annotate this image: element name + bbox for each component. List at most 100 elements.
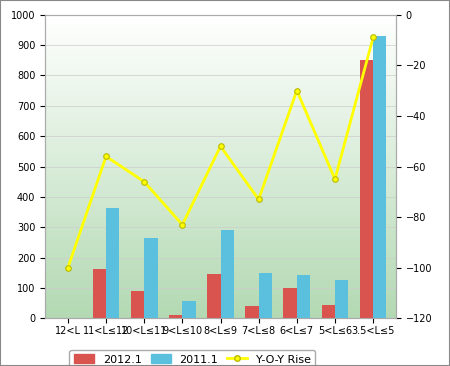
Bar [45,180,396,182]
Bar [45,273,396,274]
Bar [220,230,234,318]
Bar [45,24,396,25]
Bar [45,284,396,285]
Bar [45,121,396,123]
Bar [45,315,396,317]
Bar [45,128,396,130]
Bar [45,83,396,85]
Bar [45,15,396,16]
Bar [45,206,396,208]
Bar [45,218,396,220]
Bar [45,19,396,21]
Bar [45,311,396,312]
Bar [45,115,396,116]
Bar [45,174,396,176]
Bar [45,264,396,265]
Bar [45,127,396,128]
Bar [45,173,396,174]
Bar [45,45,396,46]
Bar [45,185,396,186]
Bar [45,262,396,264]
Bar [45,156,396,157]
Bar [45,27,396,28]
Bar [45,200,396,201]
Bar [45,154,396,156]
Bar [45,30,396,31]
Bar [45,100,396,101]
Bar [45,236,396,238]
Bar [45,305,396,306]
Bar [45,152,396,153]
Bar [45,179,396,180]
Bar [45,246,396,247]
Bar [45,97,396,98]
Bar [45,290,396,291]
Bar [259,273,272,318]
Bar [45,194,396,195]
Bar [45,224,396,226]
Bar [45,169,396,171]
Bar [45,95,396,97]
Bar [45,159,396,160]
Bar [45,16,396,18]
Bar [45,244,396,246]
Bar [45,80,396,82]
Bar [45,31,396,33]
Bar [45,221,396,223]
Bar [297,275,310,318]
Bar [45,261,396,262]
Bar [45,193,396,194]
Bar [45,287,396,288]
Bar [45,56,396,57]
Bar [45,223,396,224]
Bar [45,49,396,51]
Bar [45,66,396,68]
Bar [45,74,396,75]
Bar [45,299,396,300]
Bar [45,220,396,221]
Bar [45,130,396,132]
Bar [45,277,396,279]
Bar [45,160,396,162]
Bar [45,300,396,302]
Bar [93,269,106,318]
Bar [45,157,396,159]
Bar [45,123,396,124]
Bar [45,238,396,239]
Bar [45,171,396,173]
Bar [45,150,396,151]
Bar [45,203,396,205]
Bar [45,69,396,71]
Bar [45,112,396,113]
Bar [45,90,396,92]
Bar [45,168,396,169]
Bar [45,167,396,168]
Bar [45,265,396,267]
Bar [207,274,220,318]
Bar [45,124,396,126]
Bar [45,195,396,197]
Bar [45,82,396,83]
Bar [45,239,396,241]
Bar [45,162,396,164]
Bar [45,92,396,94]
Bar [45,249,396,250]
Bar [45,65,396,66]
Bar [45,142,396,144]
Bar [45,72,396,74]
Bar [45,48,396,49]
Bar [45,164,396,165]
Bar [322,305,335,318]
Bar [45,104,396,106]
Bar [45,294,396,296]
Bar [45,189,396,191]
Bar [45,271,396,273]
Bar [45,138,396,139]
Bar [45,251,396,253]
Bar [45,98,396,100]
Bar [106,208,119,318]
Bar [45,28,396,30]
Bar [45,57,396,59]
Bar [45,85,396,86]
Bar [45,176,396,177]
